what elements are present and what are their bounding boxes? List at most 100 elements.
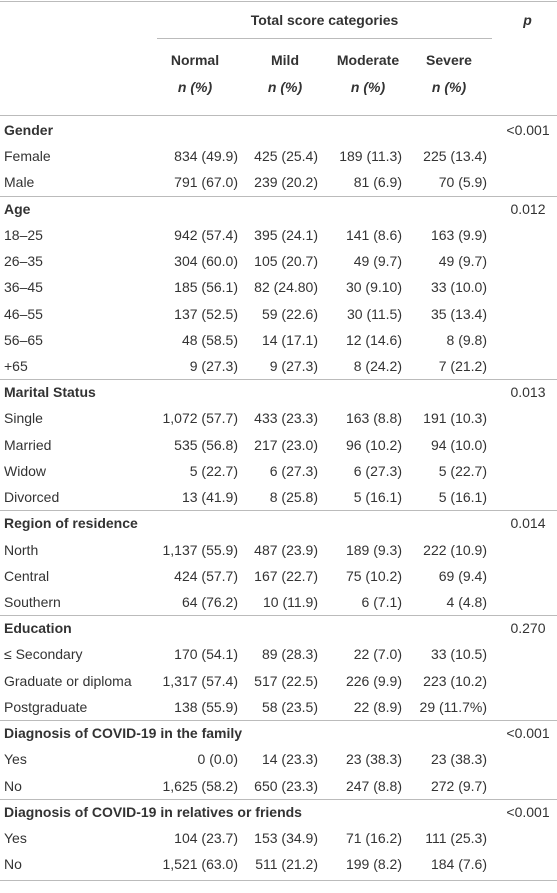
cell: 184 (7.6) bbox=[430, 856, 487, 873]
row-label: Postgraduate bbox=[4, 698, 88, 715]
cell: 9 (27.3) bbox=[189, 357, 238, 374]
p-value: 0.012 bbox=[510, 200, 546, 217]
cell: 71 (16.2) bbox=[345, 829, 402, 846]
cell: 29 (11.7%) bbox=[419, 698, 487, 715]
p-value: 0.013 bbox=[510, 384, 546, 401]
cell: 222 (10.9) bbox=[423, 541, 487, 558]
cell: 6 (27.3) bbox=[269, 462, 318, 479]
column-name: Normal bbox=[170, 52, 220, 68]
cell: 104 (23.7) bbox=[174, 829, 238, 846]
cell: 10 (11.9) bbox=[263, 593, 318, 610]
cell: 189 (11.3) bbox=[339, 148, 402, 165]
row-label: Divorced bbox=[4, 489, 60, 506]
section-title: Age bbox=[4, 200, 31, 217]
cell: 535 (56.8) bbox=[174, 436, 238, 453]
column-name: Severe bbox=[426, 52, 472, 68]
cell: 111 (25.3) bbox=[425, 829, 487, 846]
cell: 5 (16.1) bbox=[353, 489, 402, 506]
header-title: Total score categories bbox=[250, 12, 399, 28]
cell: 64 (76.2) bbox=[181, 593, 238, 610]
cell: 163 (9.9) bbox=[430, 226, 487, 243]
section-title: Diagnosis of COVID-19 in relatives or fr… bbox=[4, 803, 302, 820]
p-value: <0.001 bbox=[506, 122, 550, 138]
cell: 1,137 (55.9) bbox=[162, 541, 239, 558]
cell: 433 (23.3) bbox=[254, 410, 318, 427]
row-label: 18–25 bbox=[4, 226, 43, 243]
cell: 226 (9.9) bbox=[345, 672, 402, 689]
cell: 23 (38.3) bbox=[430, 751, 487, 768]
cell: 33 (10.5) bbox=[430, 646, 487, 663]
row-label: North bbox=[4, 541, 39, 558]
cell: 1,521 (63.0) bbox=[162, 856, 239, 873]
cell: 8 (24.2) bbox=[353, 357, 402, 374]
row-label: Southern bbox=[4, 593, 61, 610]
cell: 30 (11.5) bbox=[347, 305, 402, 322]
section-rule bbox=[0, 195, 557, 197]
cell: 13 (41.9) bbox=[181, 489, 238, 506]
section-rule bbox=[0, 379, 557, 381]
cell: 791 (67.0) bbox=[174, 174, 238, 191]
column-unit: n (%) bbox=[177, 79, 213, 95]
section-rule bbox=[0, 798, 557, 800]
cell: 49 (9.7) bbox=[353, 253, 402, 270]
row-label: No bbox=[4, 856, 22, 873]
section-title: Region of residence bbox=[4, 515, 138, 532]
header-rule bbox=[157, 38, 492, 39]
cell: 69 (9.4) bbox=[438, 567, 487, 584]
cell: 4 (4.8) bbox=[446, 593, 487, 610]
row-label: Male bbox=[4, 174, 35, 191]
column-name: Moderate bbox=[336, 52, 400, 68]
cell: 247 (8.8) bbox=[345, 777, 402, 794]
cell: 1,625 (58.2) bbox=[162, 777, 239, 794]
column-unit: n (%) bbox=[350, 79, 386, 95]
cell: 58 (23.5) bbox=[261, 698, 318, 715]
row-label: Central bbox=[4, 567, 50, 584]
cell: 89 (28.3) bbox=[261, 646, 318, 663]
row-label: Married bbox=[4, 436, 52, 453]
cell: 82 (24.80) bbox=[254, 279, 318, 296]
cell: 199 (8.2) bbox=[345, 856, 402, 873]
cell: 8 (9.8) bbox=[446, 331, 487, 348]
row-label: 46–55 bbox=[4, 305, 43, 322]
cell: 9 (27.3) bbox=[269, 357, 318, 374]
cell: 5 (16.1) bbox=[438, 489, 487, 506]
section-title: Marital Status bbox=[4, 384, 96, 401]
cell: 511 (21.2) bbox=[255, 856, 318, 873]
row-label: Single bbox=[4, 410, 43, 427]
section-title: Gender bbox=[4, 122, 54, 138]
cell: 223 (10.2) bbox=[423, 672, 487, 689]
cell: 225 (13.4) bbox=[423, 148, 487, 165]
section-rule bbox=[0, 510, 557, 512]
cell: 22 (8.9) bbox=[353, 698, 402, 715]
cell: 272 (9.7) bbox=[430, 777, 487, 794]
cell: 35 (13.4) bbox=[430, 305, 487, 322]
column-unit: n (%) bbox=[267, 79, 303, 95]
row-label: Yes bbox=[4, 829, 27, 846]
cell: 834 (49.9) bbox=[174, 148, 238, 165]
cell: 96 (10.2) bbox=[345, 436, 402, 453]
cell: 33 (10.0) bbox=[430, 279, 487, 296]
cell: 5 (22.7) bbox=[189, 462, 238, 479]
cell: 942 (57.4) bbox=[174, 226, 238, 243]
cell: 170 (54.1) bbox=[174, 646, 238, 663]
p-value: 0.270 bbox=[510, 620, 546, 637]
cell: 6 (27.3) bbox=[353, 462, 402, 479]
cell: 185 (56.1) bbox=[174, 279, 238, 296]
top-rule bbox=[0, 1, 557, 2]
p-value: 0.014 bbox=[510, 515, 546, 532]
p-value: <0.001 bbox=[506, 725, 550, 742]
row-label: 26–35 bbox=[4, 253, 43, 270]
cell: 7 (21.2) bbox=[438, 357, 487, 374]
cell: 167 (22.7) bbox=[254, 567, 318, 584]
row-label: Female bbox=[4, 148, 51, 165]
cell: 1,072 (57.7) bbox=[162, 410, 239, 427]
cell: 424 (57.7) bbox=[174, 567, 238, 584]
cell: 517 (22.5) bbox=[254, 672, 318, 689]
row-label: Yes bbox=[4, 751, 27, 768]
header-p: p bbox=[523, 12, 532, 28]
cell: 137 (52.5) bbox=[174, 305, 238, 322]
cell: 8 (25.8) bbox=[269, 489, 318, 506]
cell: 49 (9.7) bbox=[438, 253, 487, 270]
cell: 75 (10.2) bbox=[345, 567, 402, 584]
